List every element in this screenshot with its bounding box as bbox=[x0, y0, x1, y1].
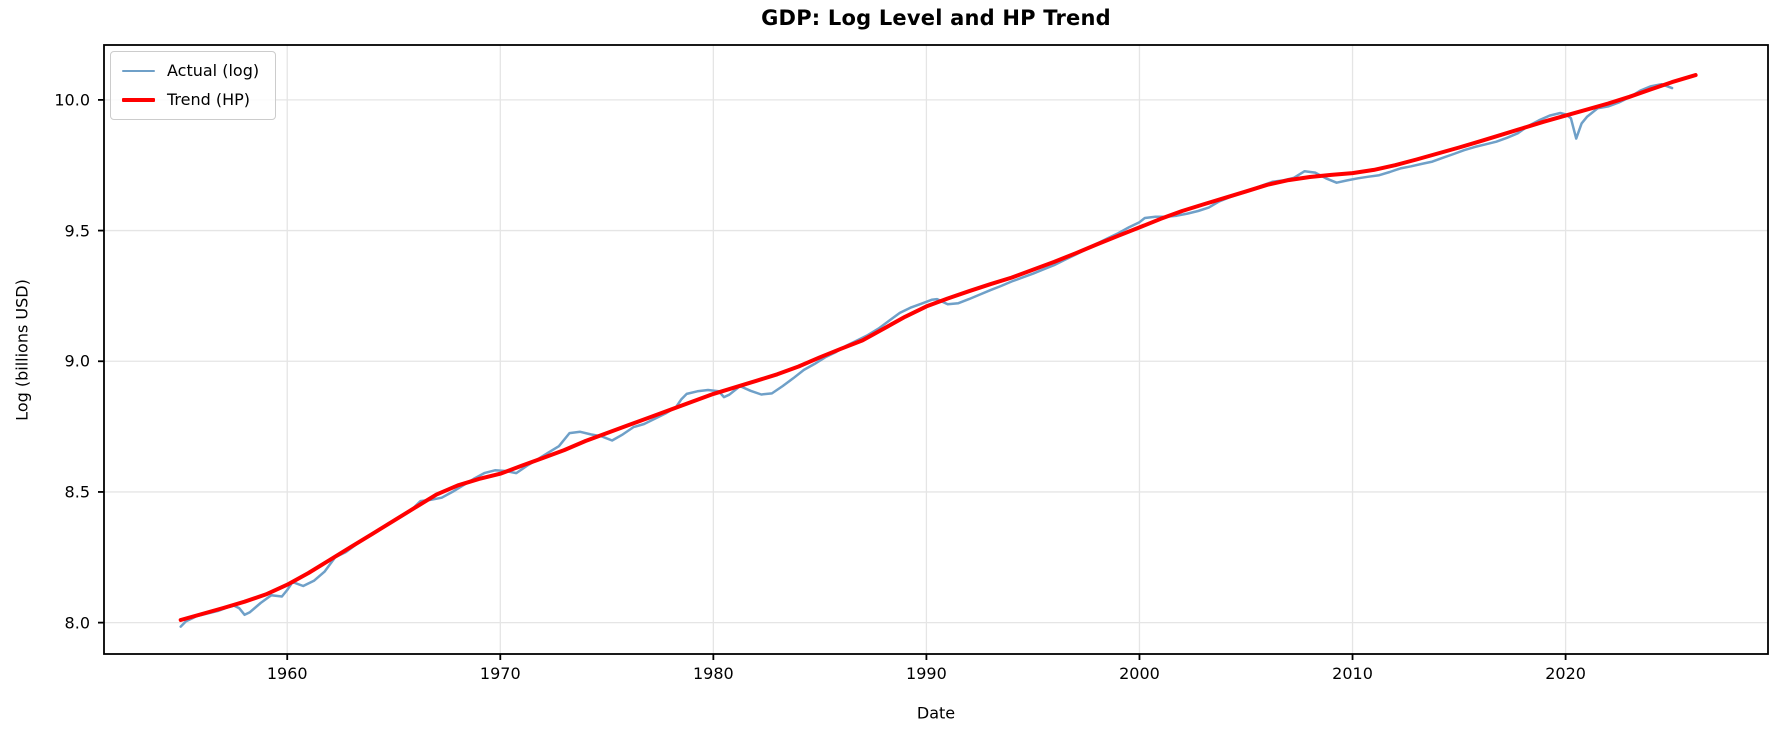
axes-frame bbox=[103, 44, 1769, 655]
legend-item-actual: Actual (log) bbox=[122, 61, 259, 81]
chart-title: GDP: Log Level and HP Trend bbox=[761, 6, 1111, 30]
x-tick-label: 1960 bbox=[266, 664, 308, 683]
x-axis-label: Date bbox=[916, 703, 956, 723]
actual-line-swatch bbox=[122, 69, 155, 73]
x-tick-label: 1970 bbox=[479, 664, 521, 683]
x-tick-label: 2020 bbox=[1545, 664, 1586, 683]
y-tick-label: 10.0 bbox=[54, 90, 90, 110]
trend-line-swatch bbox=[122, 98, 155, 102]
legend: Actual (log) Trend (HP) bbox=[110, 51, 277, 120]
x-tick-label: 1990 bbox=[906, 664, 947, 683]
x-tick-label: 2010 bbox=[1332, 664, 1373, 683]
y-tick-label: 9.0 bbox=[64, 351, 90, 371]
y-tick-label: 9.5 bbox=[64, 221, 90, 241]
x-tick-label: 1980 bbox=[692, 664, 734, 683]
legend-label-trend: Trend (HP) bbox=[167, 90, 251, 109]
y-axis-label: Log (billions USD) bbox=[12, 279, 32, 421]
hp-trend-line bbox=[178, 73, 1698, 622]
legend-label-actual: Actual (log) bbox=[167, 61, 260, 80]
legend-item-trend: Trend (HP) bbox=[122, 90, 259, 110]
y-tick-label: 8.5 bbox=[64, 482, 90, 502]
x-tick-label: 2000 bbox=[1119, 664, 1160, 683]
y-tick-label: 8.0 bbox=[64, 613, 90, 633]
